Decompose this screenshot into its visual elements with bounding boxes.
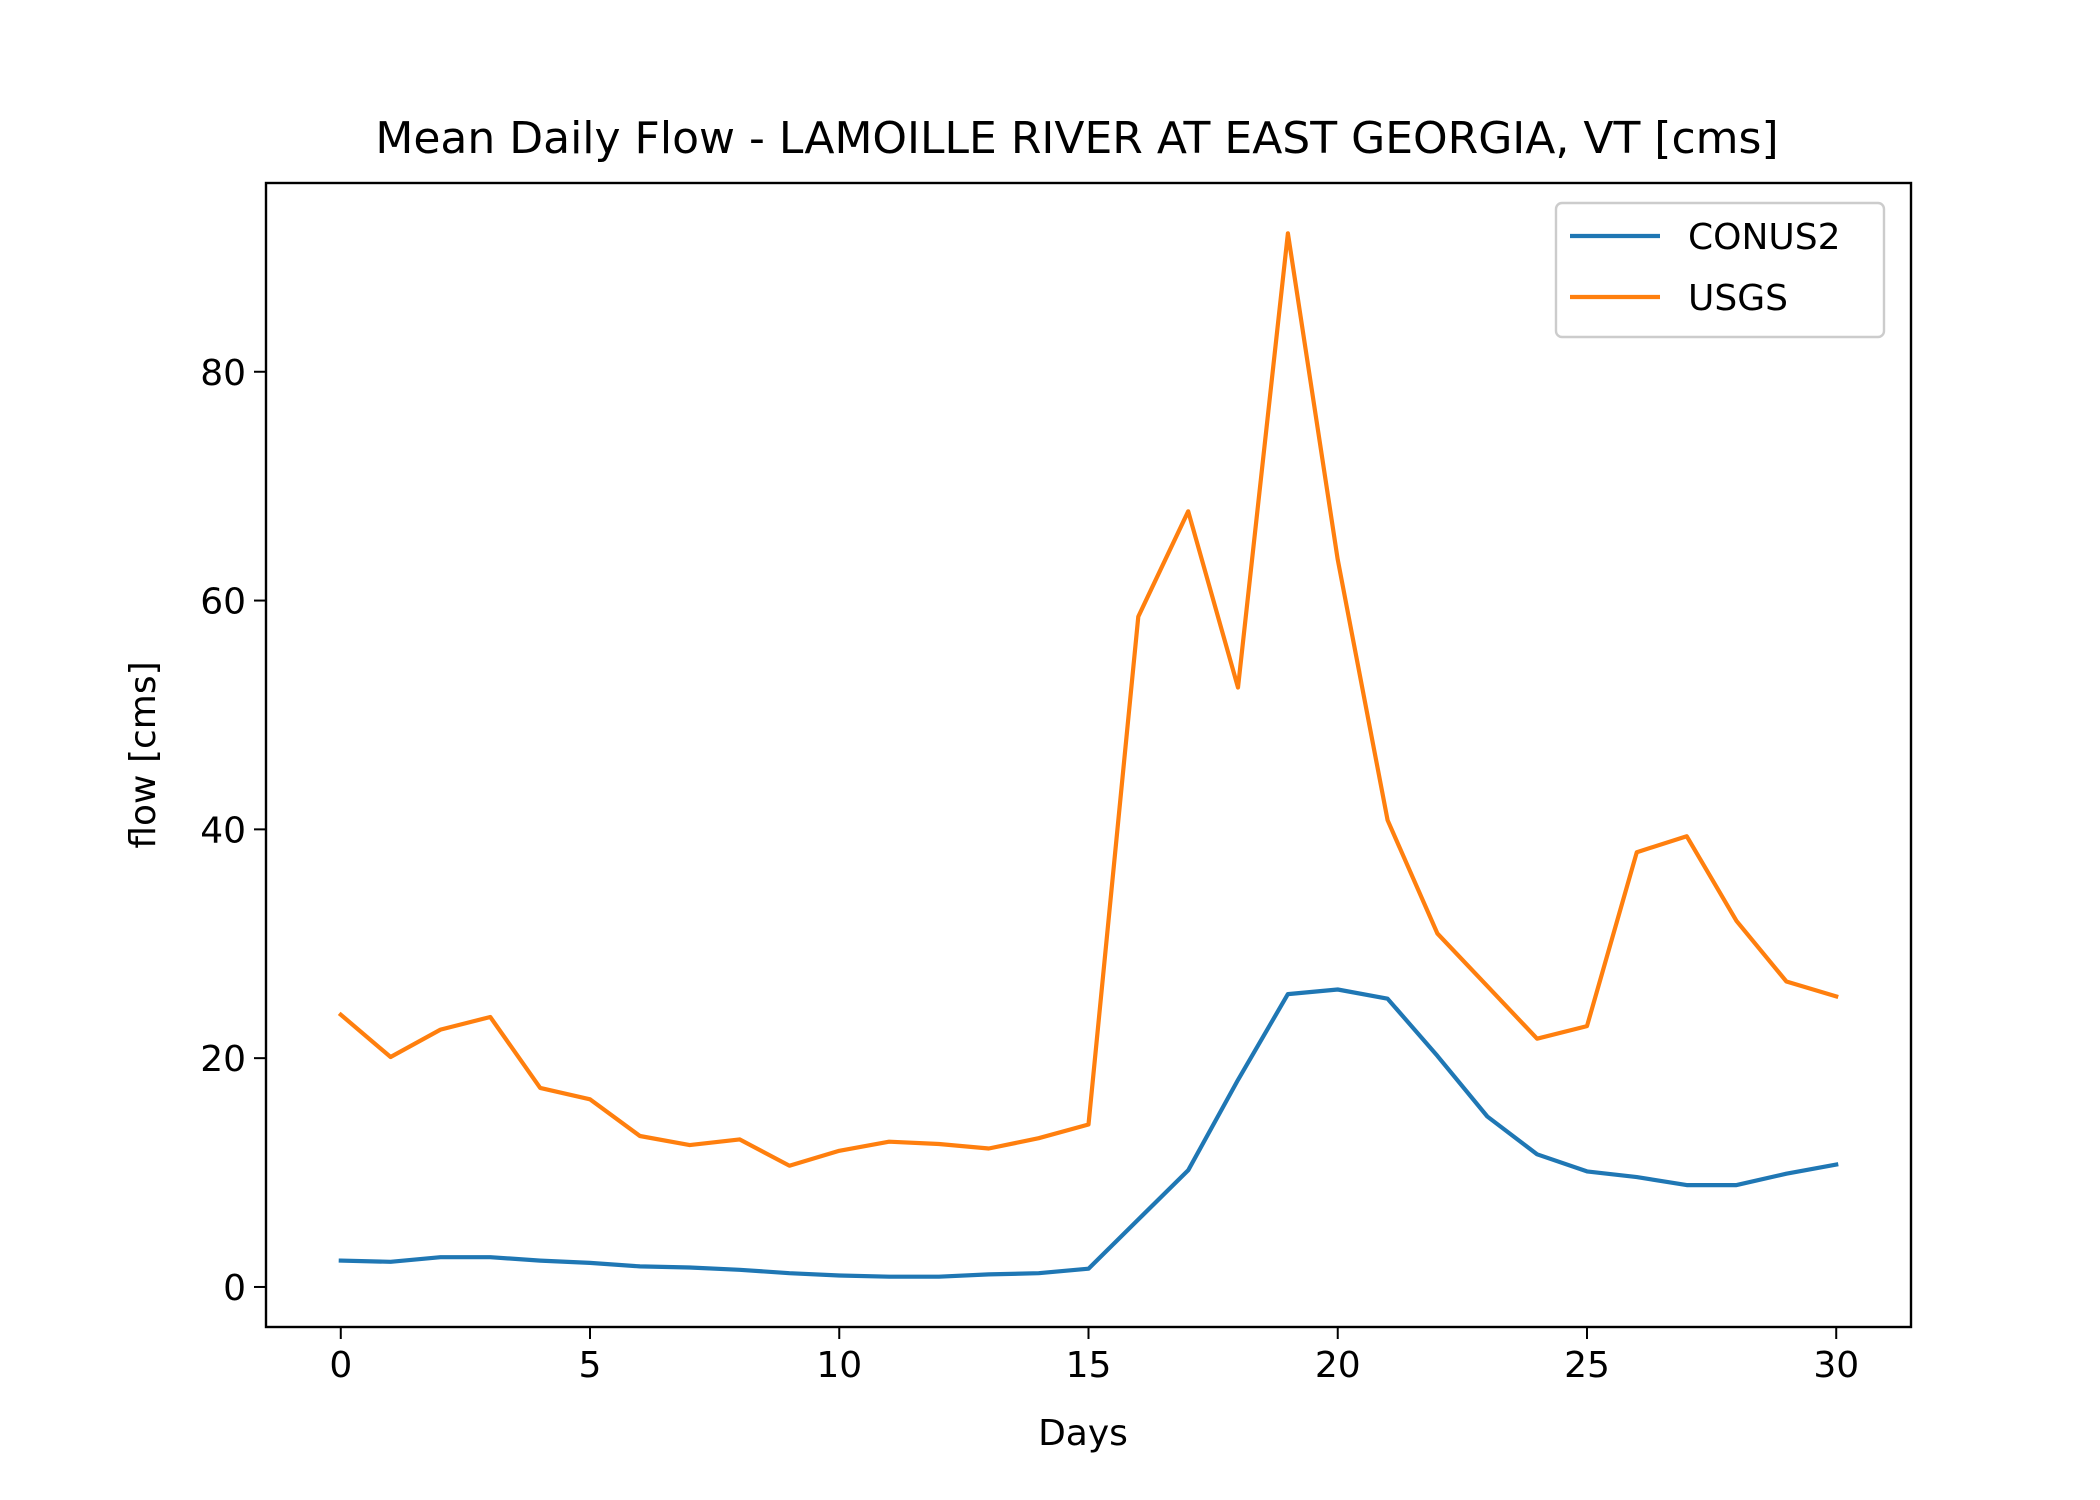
x-tick-label: 25	[1564, 1345, 1610, 1386]
x-tick-label: 30	[1813, 1345, 1859, 1386]
legend-label-conus2: CONUS2	[1688, 217, 1841, 258]
y-tick-label: 40	[200, 810, 246, 851]
legend: CONUS2 USGS	[1554, 201, 1886, 339]
y-axis: 0 20 40 60 80	[200, 353, 266, 1309]
series-lines	[337, 231, 1839, 1279]
x-tick-label: 0	[329, 1345, 352, 1386]
y-tick-label: 80	[200, 353, 246, 394]
x-tick-label: 10	[816, 1345, 862, 1386]
x-axis: 0 5 10 15 20 25 30	[329, 1327, 1859, 1386]
x-tick-label: 15	[1066, 1345, 1112, 1386]
series-line-conus2	[338, 987, 1839, 1279]
y-tick-label: 0	[223, 1268, 246, 1309]
x-tick-label: 5	[579, 1345, 602, 1386]
x-axis-label: Days	[1038, 1413, 1128, 1454]
y-tick-label: 20	[200, 1039, 246, 1080]
x-tick-label: 20	[1315, 1345, 1361, 1386]
y-tick-label: 60	[200, 582, 246, 623]
legend-label-usgs: USGS	[1688, 278, 1788, 319]
chart-title: Mean Daily Flow - LAMOILLE RIVER AT EAST…	[375, 113, 1778, 164]
y-axis-label: flow [cms]	[123, 661, 164, 848]
series-line-usgs	[337, 231, 1839, 1168]
plot-area: 0 5 10 15 20 25 30 0 20 40 60 80	[200, 181, 1913, 1386]
